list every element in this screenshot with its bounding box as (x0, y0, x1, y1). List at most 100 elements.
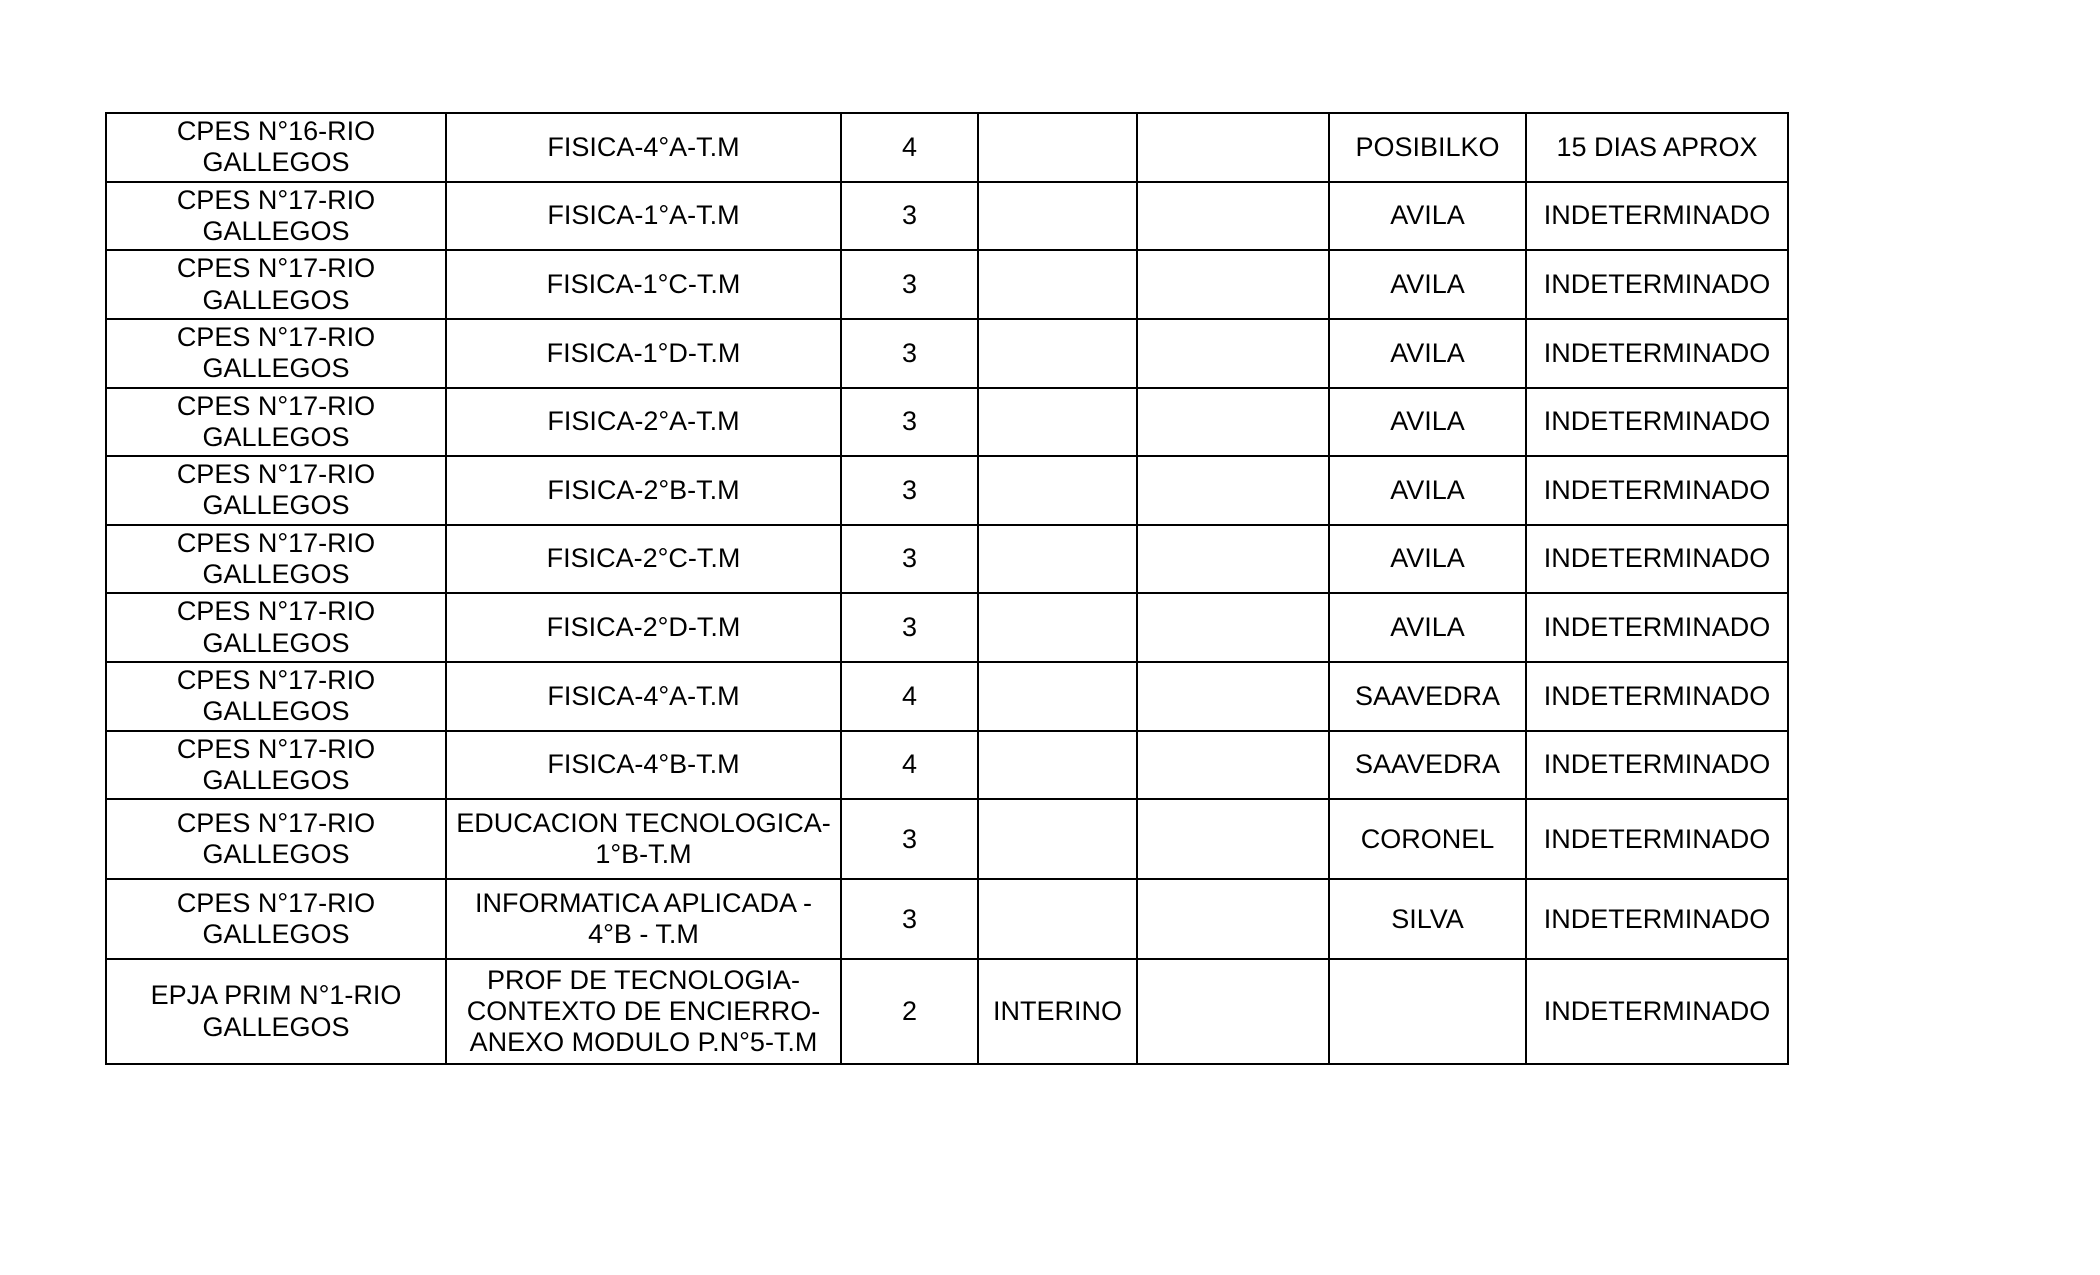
cell-blank (1136, 180, 1330, 252)
cell-subject: FISICA-2°B-T.M (445, 455, 842, 526)
table-row: CPES N°17-RIO GALLEGOS FISICA-1°A-T.M 3 … (105, 180, 1789, 252)
cell-status: INTERINO (977, 958, 1138, 1066)
cell-hours: 3 (840, 180, 979, 252)
table-row: EPJA PRIM N°1-RIO GALLEGOS PROF DE TECNO… (105, 958, 1789, 1066)
cell-blank (1136, 729, 1330, 801)
vacancy-table: CPES N°16-RIO GALLEGOS FISICA-4°A-T.M 4 … (105, 112, 1789, 1066)
table-row: CPES N°17-RIO GALLEGOS FISICA-2°A-T.M 3 … (105, 386, 1789, 458)
cell-subject: FISICA-1°A-T.M (445, 180, 842, 252)
vacancy-table-body: CPES N°16-RIO GALLEGOS FISICA-4°A-T.M 4 … (105, 112, 1789, 1066)
cell-subject: FISICA-4°B-T.M (445, 729, 842, 801)
cell-name: SILVA (1328, 878, 1527, 961)
cell-name (1328, 958, 1527, 1066)
cell-subject: FISICA-2°C-T.M (445, 523, 842, 595)
table-row: CPES N°17-RIO GALLEGOS FISICA-1°C-T.M 3 … (105, 249, 1789, 320)
cell-hours: 4 (840, 729, 979, 801)
cell-hours: 3 (840, 523, 979, 595)
cell-name: AVILA (1328, 249, 1527, 320)
cell-school: CPES N°16-RIO GALLEGOS (105, 112, 447, 183)
cell-name: AVILA (1328, 523, 1527, 595)
cell-status (977, 661, 1138, 732)
cell-name: AVILA (1328, 180, 1527, 252)
cell-school: CPES N°17-RIO GALLEGOS (105, 878, 447, 961)
cell-status (977, 729, 1138, 801)
cell-duration: INDETERMINADO (1525, 180, 1789, 252)
table-row: CPES N°17-RIO GALLEGOS EDUCACION TECNOLO… (105, 798, 1789, 881)
cell-duration: INDETERMINADO (1525, 958, 1789, 1066)
cell-duration: INDETERMINADO (1525, 249, 1789, 320)
cell-school: CPES N°17-RIO GALLEGOS (105, 592, 447, 663)
cell-school: CPES N°17-RIO GALLEGOS (105, 798, 447, 881)
cell-status (977, 523, 1138, 595)
cell-name: SAAVEDRA (1328, 729, 1527, 801)
cell-subject: FISICA-1°C-T.M (445, 249, 842, 320)
cell-subject: FISICA-2°A-T.M (445, 386, 842, 458)
cell-duration: INDETERMINADO (1525, 661, 1789, 732)
cell-blank (1136, 455, 1330, 526)
cell-hours: 3 (840, 798, 979, 881)
table-row: CPES N°17-RIO GALLEGOS FISICA-2°D-T.M 3 … (105, 592, 1789, 663)
cell-duration: INDETERMINADO (1525, 798, 1789, 881)
cell-school: CPES N°17-RIO GALLEGOS (105, 180, 447, 252)
cell-blank (1136, 958, 1330, 1066)
cell-hours: 3 (840, 317, 979, 389)
cell-school: EPJA PRIM N°1-RIO GALLEGOS (105, 958, 447, 1066)
cell-status (977, 455, 1138, 526)
cell-name: SAAVEDRA (1328, 661, 1527, 732)
cell-blank (1136, 523, 1330, 595)
cell-hours: 3 (840, 386, 979, 458)
cell-duration: INDETERMINADO (1525, 729, 1789, 801)
cell-status (977, 249, 1138, 320)
table-row: CPES N°17-RIO GALLEGOS FISICA-4°B-T.M 4 … (105, 729, 1789, 801)
cell-hours: 4 (840, 112, 979, 183)
cell-blank (1136, 661, 1330, 732)
table-row: CPES N°16-RIO GALLEGOS FISICA-4°A-T.M 4 … (105, 112, 1789, 183)
cell-subject: FISICA-1°D-T.M (445, 317, 842, 389)
cell-school: CPES N°17-RIO GALLEGOS (105, 523, 447, 595)
cell-school: CPES N°17-RIO GALLEGOS (105, 249, 447, 320)
cell-school: CPES N°17-RIO GALLEGOS (105, 455, 447, 526)
cell-duration: INDETERMINADO (1525, 592, 1789, 663)
cell-hours: 3 (840, 249, 979, 320)
cell-name: AVILA (1328, 317, 1527, 389)
table-row: CPES N°17-RIO GALLEGOS FISICA-2°C-T.M 3 … (105, 523, 1789, 595)
cell-status (977, 798, 1138, 881)
cell-name: AVILA (1328, 455, 1527, 526)
cell-subject: PROF DE TECNOLOGIA- CONTEXTO DE ENCIERRO… (445, 958, 842, 1066)
cell-school: CPES N°17-RIO GALLEGOS (105, 386, 447, 458)
cell-blank (1136, 798, 1330, 881)
cell-duration: INDETERMINADO (1525, 523, 1789, 595)
cell-status (977, 878, 1138, 961)
cell-duration: INDETERMINADO (1525, 317, 1789, 389)
cell-duration: INDETERMINADO (1525, 878, 1789, 961)
cell-name: CORONEL (1328, 798, 1527, 881)
cell-subject: FISICA-2°D-T.M (445, 592, 842, 663)
cell-subject: EDUCACION TECNOLOGICA- 1°B-T.M (445, 798, 842, 881)
cell-hours: 3 (840, 878, 979, 961)
cell-status (977, 317, 1138, 389)
cell-duration: 15 DIAS APROX (1525, 112, 1789, 183)
cell-blank (1136, 878, 1330, 961)
cell-blank (1136, 112, 1330, 183)
cell-name: AVILA (1328, 592, 1527, 663)
cell-school: CPES N°17-RIO GALLEGOS (105, 317, 447, 389)
cell-name: AVILA (1328, 386, 1527, 458)
cell-duration: INDETERMINADO (1525, 455, 1789, 526)
cell-status (977, 112, 1138, 183)
cell-name: POSIBILKO (1328, 112, 1527, 183)
cell-status (977, 386, 1138, 458)
cell-status (977, 180, 1138, 252)
cell-hours: 2 (840, 958, 979, 1066)
cell-hours: 3 (840, 455, 979, 526)
cell-hours: 4 (840, 661, 979, 732)
cell-school: CPES N°17-RIO GALLEGOS (105, 661, 447, 732)
table-row: CPES N°17-RIO GALLEGOS FISICA-2°B-T.M 3 … (105, 455, 1789, 526)
cell-subject: FISICA-4°A-T.M (445, 112, 842, 183)
cell-duration: INDETERMINADO (1525, 386, 1789, 458)
cell-hours: 3 (840, 592, 979, 663)
cell-school: CPES N°17-RIO GALLEGOS (105, 729, 447, 801)
cell-subject: FISICA-4°A-T.M (445, 661, 842, 732)
table-row: CPES N°17-RIO GALLEGOS FISICA-4°A-T.M 4 … (105, 661, 1789, 732)
cell-blank (1136, 592, 1330, 663)
